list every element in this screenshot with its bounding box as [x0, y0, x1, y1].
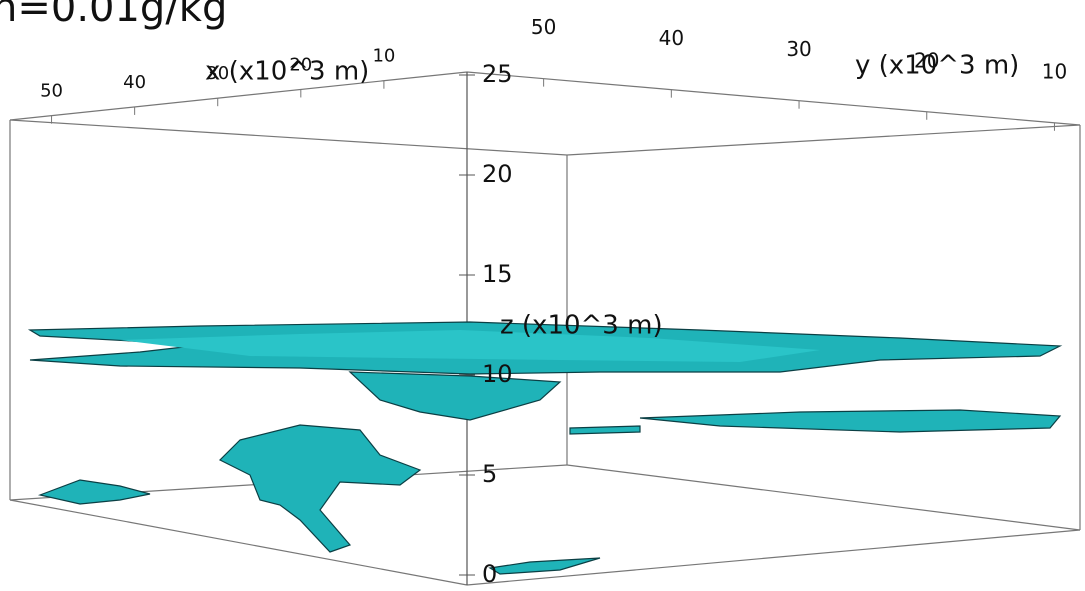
- x-tick-label: 10: [372, 46, 395, 67]
- y-tick-label: 10: [1042, 59, 1067, 83]
- z-axis-label: z (x10^3 m): [500, 311, 663, 341]
- x-tick-label: 50: [40, 81, 63, 102]
- chart-title: n=0.01g/kg: [0, 0, 227, 31]
- box-edge: [567, 125, 1080, 155]
- cloud-cell: [40, 480, 150, 504]
- y-tick-label: 30: [786, 37, 811, 61]
- z-tick-label: 0: [482, 560, 497, 588]
- z-tick-label: 15: [482, 260, 513, 288]
- y-tick-label: 40: [659, 26, 684, 50]
- chart: n=0.01g/kg x (x10^3 m) y (x10^3 m) z (x1…: [0, 0, 1085, 591]
- x-tick-label: 40: [123, 72, 146, 93]
- box-edge: [10, 500, 467, 585]
- cloud-layer: [570, 426, 640, 434]
- y-tick-label: 20: [914, 48, 939, 72]
- isosurface: [30, 322, 1060, 574]
- z-tick-label: 25: [482, 60, 513, 88]
- box-edge: [10, 120, 567, 155]
- x-tick-label: 20: [289, 54, 312, 75]
- cloud-cell: [220, 425, 420, 552]
- box-edge: [467, 530, 1080, 585]
- x-tick-label: 30: [206, 63, 229, 84]
- box-edge: [567, 465, 1080, 530]
- cloud-cell: [490, 558, 600, 574]
- z-tick-label: 20: [482, 160, 513, 188]
- z-tick-label: 10: [482, 360, 513, 388]
- y-tick-label: 50: [531, 15, 556, 39]
- x-axis-label: x (x10^3 m): [205, 57, 369, 87]
- z-tick-label: 5: [482, 460, 497, 488]
- cloud-layer: [350, 372, 560, 420]
- cloud-layer: [640, 410, 1060, 432]
